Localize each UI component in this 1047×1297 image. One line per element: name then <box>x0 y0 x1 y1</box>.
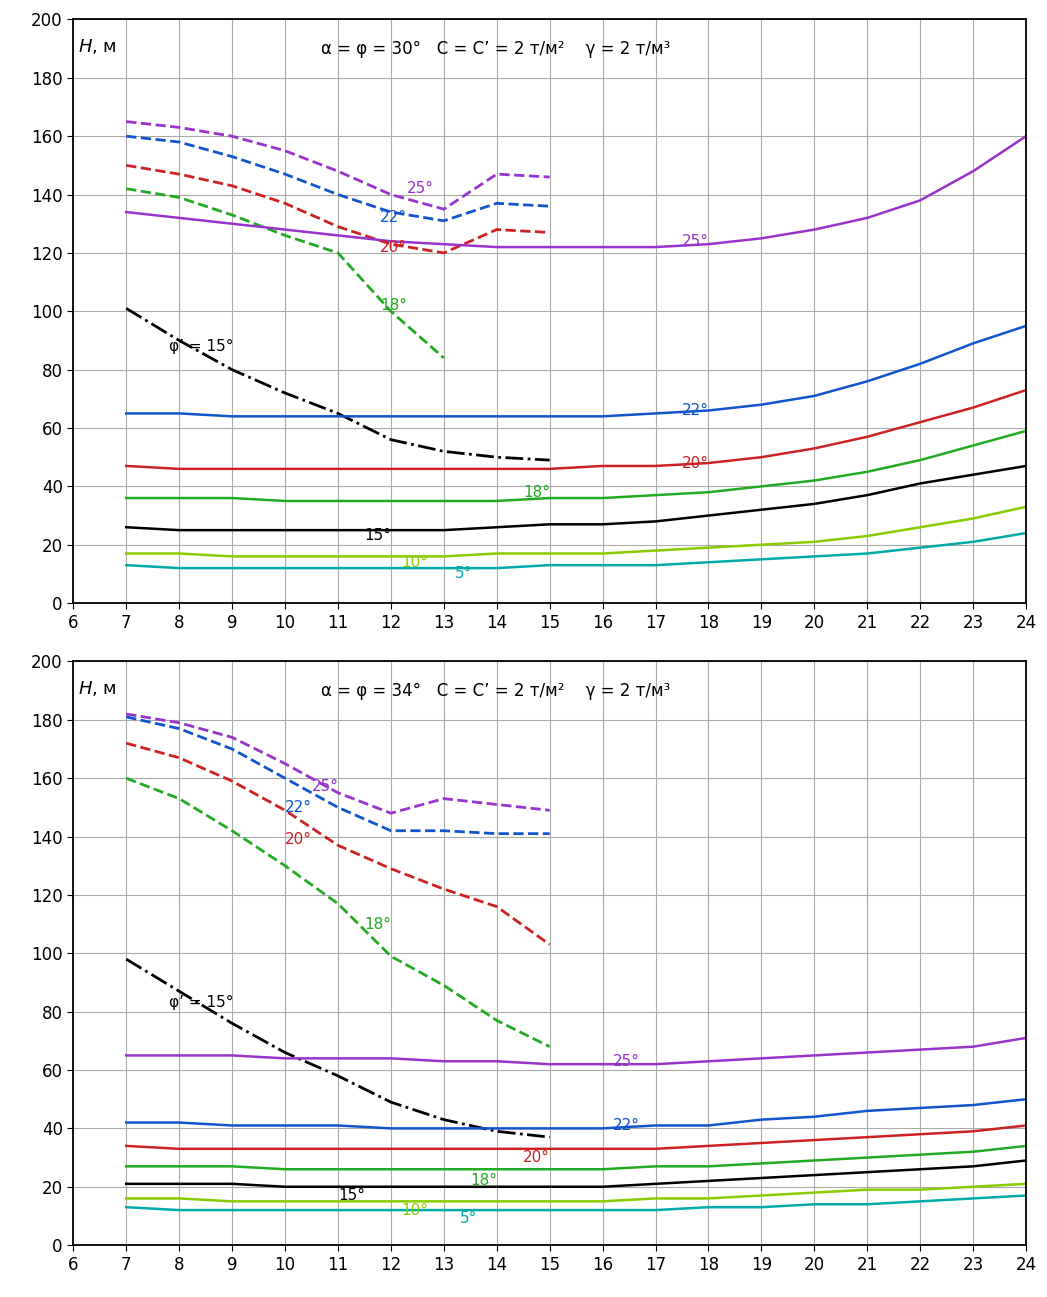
Text: 20°: 20° <box>380 240 407 254</box>
Text: α = φ = 34°   C = C’ = 2 т/м²    γ = 2 т/м³: α = φ = 34° C = C’ = 2 т/м² γ = 2 т/м³ <box>321 682 670 700</box>
Text: 25°: 25° <box>407 182 433 196</box>
Text: 15°: 15° <box>364 528 392 543</box>
Text: 18°: 18° <box>470 1174 497 1188</box>
Text: 22°: 22° <box>682 403 709 418</box>
Text: 20°: 20° <box>285 831 312 847</box>
Text: 18°: 18° <box>364 917 392 931</box>
Text: 20°: 20° <box>682 455 709 471</box>
Text: 25°: 25° <box>312 779 338 795</box>
Text: 5°: 5° <box>454 567 472 581</box>
Text: 18°: 18° <box>380 298 407 313</box>
Text: $\mathit{H}$, м: $\mathit{H}$, м <box>77 38 116 56</box>
Text: 15°: 15° <box>338 1188 365 1204</box>
Text: φ’ = 15°: φ’ = 15° <box>169 995 233 1010</box>
Text: 22°: 22° <box>285 800 312 815</box>
Text: 20°: 20° <box>524 1150 551 1165</box>
Text: 22°: 22° <box>614 1118 640 1134</box>
Text: 10°: 10° <box>401 1202 428 1218</box>
Text: 10°: 10° <box>401 555 428 569</box>
Text: 5°: 5° <box>460 1211 477 1227</box>
Text: 25°: 25° <box>614 1053 640 1069</box>
Text: 22°: 22° <box>380 210 407 226</box>
Text: 25°: 25° <box>682 233 709 249</box>
Text: $\mathit{H}$, м: $\mathit{H}$, м <box>77 680 116 698</box>
Text: 18°: 18° <box>524 485 551 499</box>
Text: α = φ = 30°   C = C’ = 2 т/м²    γ = 2 т/м³: α = φ = 30° C = C’ = 2 т/м² γ = 2 т/м³ <box>321 40 670 58</box>
Text: φ’ = 15°: φ’ = 15° <box>169 339 233 354</box>
